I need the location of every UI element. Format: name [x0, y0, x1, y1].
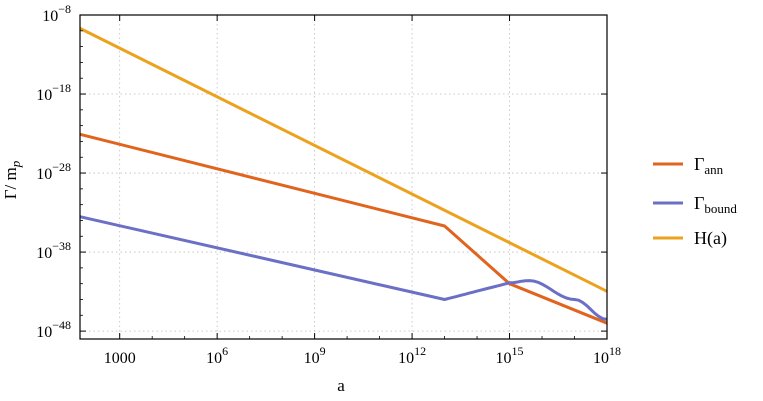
x-tick-label: 1000 — [104, 350, 136, 367]
series-line-3 — [79, 27, 608, 293]
plot-frame — [79, 14, 608, 340]
x-axis-label: a — [337, 376, 345, 395]
y-tick-label: 10−18 — [36, 81, 71, 104]
y-tick-label: 10−38 — [36, 239, 71, 262]
x-tick-label: 1018 — [593, 344, 621, 367]
series-line-2 — [79, 215, 608, 321]
x-tick-label: 1015 — [496, 344, 524, 367]
legend: Γann Γbound H(a) — [653, 154, 737, 249]
x-tick-label: 109 — [304, 344, 326, 367]
y-tick-label: 10−8 — [42, 2, 71, 25]
legend-label-3: H(a) — [694, 228, 727, 249]
y-tick-label: 10−28 — [36, 160, 71, 183]
series-lines — [79, 27, 608, 325]
y-tick-label: 10−48 — [36, 318, 71, 341]
y-axis-label: Γ/ mp — [1, 160, 23, 199]
legend-label-1: Γann — [694, 154, 724, 177]
tick-labels: 1000 106 109 1012 1015 1018 10−8 10−18 10−28 10−3… — [36, 2, 621, 367]
x-tick-label: 1012 — [398, 344, 426, 367]
series-line-1 — [79, 132, 608, 325]
x-tick-label: 106 — [206, 344, 228, 367]
legend-label-2: Γbound — [694, 193, 737, 216]
axis-ticks — [80, 14, 608, 339]
